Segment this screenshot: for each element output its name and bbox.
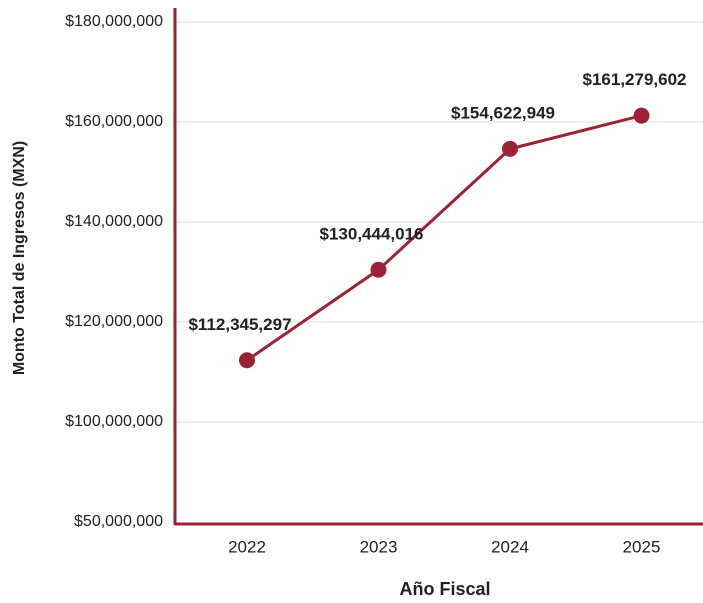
x-tick-label: 2025 (623, 537, 661, 556)
data-label: $130,444,016 (320, 224, 424, 243)
y-tick-label: $50,000,000 (74, 513, 163, 530)
y-tick-label: $180,000,000 (65, 13, 163, 30)
data-point (633, 107, 650, 124)
x-tick-label: 2022 (228, 537, 266, 556)
data-point (239, 352, 255, 369)
x-tick-label: 2024 (491, 537, 529, 556)
data-label: $154,622,949 (451, 103, 555, 122)
y-tick-label: $120,000,000 (65, 313, 163, 330)
data-point (370, 261, 387, 278)
data-label: $161,279,602 (583, 70, 687, 89)
data-label: $112,345,297 (188, 315, 291, 334)
y-axis-label: Monto Total de Ingresos (MXN) (11, 141, 28, 375)
x-tick-label: 2023 (360, 537, 398, 556)
data-point (502, 140, 518, 157)
x-axis-label: Año Fiscal (399, 579, 490, 599)
y-tick-label: $140,000,000 (65, 213, 163, 230)
y-tick-label: $160,000,000 (65, 113, 163, 130)
y-tick-label: $100,000,000 (65, 413, 163, 430)
line (246, 114, 642, 362)
